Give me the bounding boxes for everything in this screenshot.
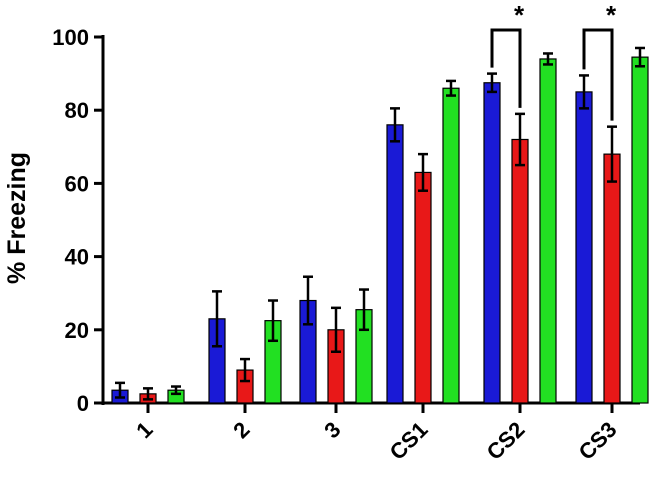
significance-bracket [490, 28, 522, 108]
bar [511, 138, 529, 404]
y-axis-title: % Freezing [3, 152, 31, 284]
y-tick-label: 80 [65, 98, 89, 123]
x-tick-label: 2 [228, 417, 254, 443]
y-tick-label: 20 [65, 318, 89, 343]
y-tick-label: 40 [65, 245, 89, 270]
bars-group [111, 46, 649, 404]
significance-group: * * [490, 0, 617, 121]
bar [414, 171, 432, 404]
bar [539, 58, 557, 404]
bar [483, 82, 501, 404]
x-tick-label: 3 [319, 417, 345, 443]
bar [631, 56, 649, 404]
x-tick-label: CS3 [574, 417, 622, 465]
x-axis: 1 2 3 CS1 CS2 CS3 [101, 401, 640, 465]
bar [603, 153, 621, 404]
y-tick-label: 0 [77, 391, 89, 416]
bar [575, 91, 593, 404]
significance-star: * [514, 0, 525, 30]
y-tick-label: 60 [65, 171, 89, 196]
bar [386, 124, 404, 404]
x-tick-label: 1 [131, 417, 157, 443]
x-tick-label: CS2 [482, 417, 530, 465]
significance-bracket [582, 28, 614, 121]
bar [442, 87, 460, 404]
y-axis: 0 20 40 60 80 100 [52, 25, 105, 416]
significance-star: * [606, 0, 617, 30]
x-tick-label: CS1 [385, 417, 433, 465]
y-tick-label: 100 [52, 25, 89, 50]
